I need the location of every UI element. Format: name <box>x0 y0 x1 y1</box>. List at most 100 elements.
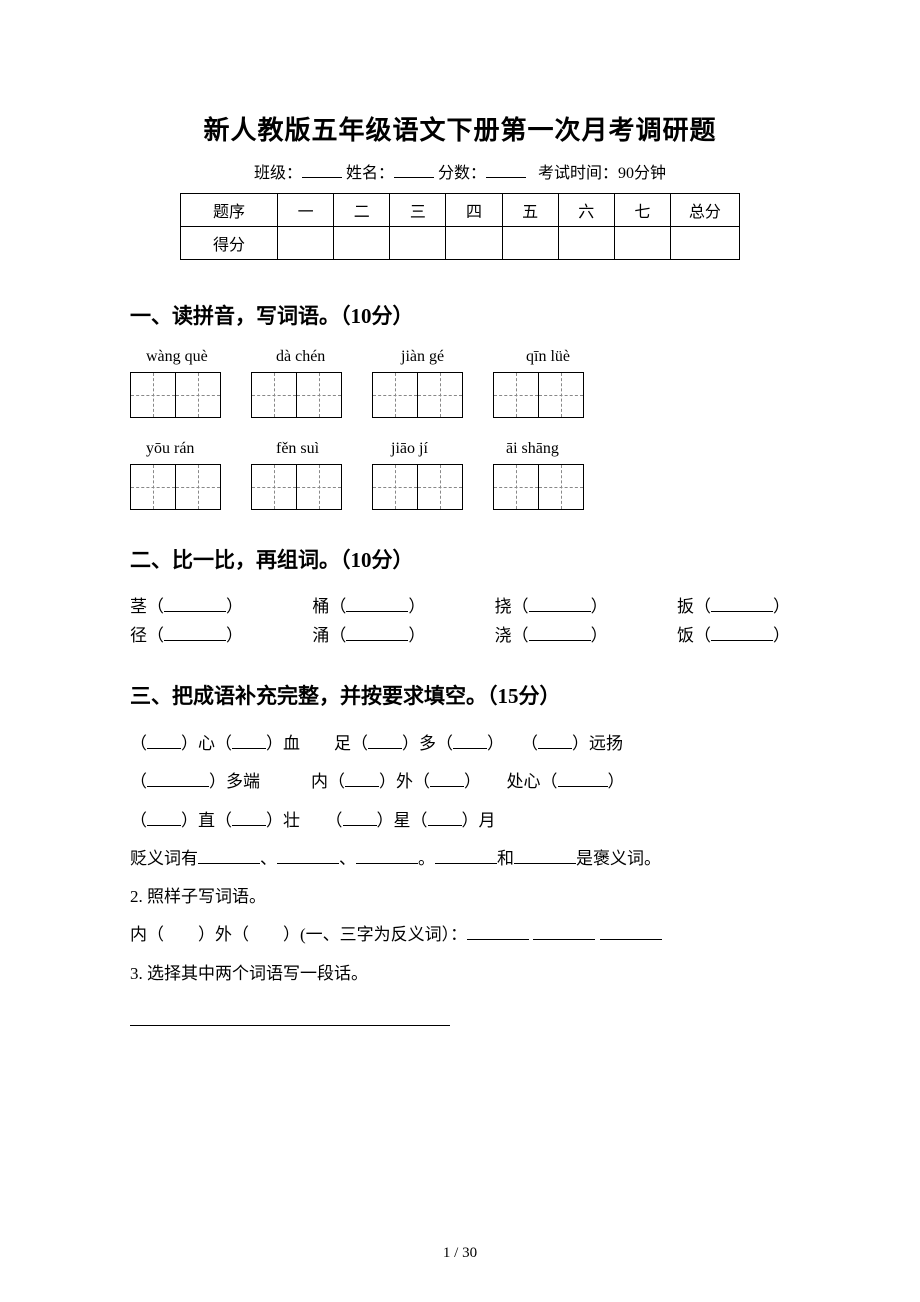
col-3: 三 <box>390 194 446 227</box>
page-number: 1 / 30 <box>0 1245 920 1262</box>
pinyin: jiàn gé <box>401 348 491 366</box>
char-grid[interactable] <box>251 464 342 510</box>
q2-line: 茎（） 桶（） 挠（） 扳（） <box>130 592 790 617</box>
answer-blank[interactable] <box>164 597 226 612</box>
class-blank[interactable] <box>302 162 342 178</box>
pinyin: jiāo jí <box>391 440 471 458</box>
col-7: 七 <box>614 194 670 227</box>
q3-idiom-lines: （）心（）血 足（）多（） （）远扬（）多端 内（）外（） 处心（）（）直（）壮… <box>130 728 790 837</box>
answer-blank[interactable] <box>529 626 591 641</box>
q2-item: 挠（） <box>495 592 608 617</box>
char-grid-row-1 <box>130 372 790 418</box>
meta-line: 班级： 姓名： 分数： 考试时间：90分钟 <box>130 159 790 183</box>
char-grid[interactable] <box>130 464 221 510</box>
answer-blank[interactable] <box>435 849 497 864</box>
answer-blank[interactable] <box>343 810 377 825</box>
char-grid[interactable] <box>493 464 584 510</box>
score-cell[interactable] <box>558 227 614 260</box>
answer-blank[interactable] <box>345 772 379 787</box>
answer-blank[interactable] <box>600 925 662 940</box>
answer-blank[interactable] <box>147 810 181 825</box>
answer-blank[interactable] <box>164 626 226 641</box>
q2-item: 饭（） <box>677 621 790 646</box>
answer-blank[interactable] <box>428 810 462 825</box>
answer-blank[interactable] <box>533 925 595 940</box>
score-row1-label: 题序 <box>181 194 278 227</box>
score-table: 题序 一 二 三 四 五 六 七 总分 得分 <box>180 193 740 260</box>
section-2-heading: 二、比一比，再组词。（10分） <box>130 544 790 574</box>
q2-item: 浇（） <box>495 621 608 646</box>
char-grid[interactable] <box>251 372 342 418</box>
q2-container: 茎（） 桶（） 挠（） 扳（） 径（） 涌（） 浇（） 饭（） <box>130 592 790 646</box>
pinyin: fěn suì <box>276 440 356 458</box>
answer-blank[interactable] <box>467 925 529 940</box>
q3-line: （）心（）血 足（）多（） （）远扬 <box>130 728 790 760</box>
q2-item: 涌（） <box>312 621 425 646</box>
score-cell[interactable] <box>670 227 739 260</box>
section-1-heading: 一、读拼音，写词语。（10分） <box>130 300 790 330</box>
pinyin: āi shāng <box>506 440 596 458</box>
score-table-header-row: 题序 一 二 三 四 五 六 七 总分 <box>181 194 740 227</box>
answer-blank[interactable] <box>558 772 608 787</box>
score-row2-label: 得分 <box>181 227 278 260</box>
pinyin-row-2: yōu rán fěn suì jiāo jí āi shāng <box>130 440 790 458</box>
q2-item: 茎（） <box>130 592 243 617</box>
answer-blank[interactable] <box>453 734 487 749</box>
score-cell[interactable] <box>334 227 390 260</box>
q3-sub2-label: 2. 照样子写词语。 <box>130 881 790 913</box>
answer-blank[interactable] <box>514 849 576 864</box>
col-5: 五 <box>502 194 558 227</box>
char-grid[interactable] <box>372 372 463 418</box>
q3-line: （）多端 内（）外（） 处心（） <box>130 766 790 798</box>
answer-blank[interactable] <box>346 626 408 641</box>
q3-sub3-label: 3. 选择其中两个词语写一段话。 <box>130 958 790 990</box>
answer-blank[interactable] <box>147 772 209 787</box>
pinyin: dà chén <box>276 348 366 366</box>
answer-blank[interactable] <box>430 772 464 787</box>
answer-blank[interactable] <box>232 810 266 825</box>
writing-line[interactable] <box>130 1000 450 1026</box>
q3-extra1: 贬义词有、、。和是褒义词。 <box>130 843 790 875</box>
score-cell[interactable] <box>446 227 502 260</box>
score-cell[interactable] <box>278 227 334 260</box>
col-6: 六 <box>558 194 614 227</box>
q2-item: 扳（） <box>677 592 790 617</box>
answer-blank[interactable] <box>711 626 773 641</box>
section-3-heading: 三、把成语补充完整，并按要求填空。（15分） <box>130 680 790 710</box>
answer-blank[interactable] <box>232 734 266 749</box>
q2-item: 径（） <box>130 621 243 646</box>
pinyin: yōu rán <box>146 440 241 458</box>
score-cell[interactable] <box>614 227 670 260</box>
pinyin-row-1: wàng què dà chén jiàn gé qīn lüè <box>130 348 790 366</box>
answer-blank[interactable] <box>147 734 181 749</box>
col-total: 总分 <box>670 194 739 227</box>
score-blank[interactable] <box>486 162 526 178</box>
doc-title: 新人教版五年级语文下册第一次月考调研题 <box>130 110 790 147</box>
answer-blank[interactable] <box>711 597 773 612</box>
answer-blank[interactable] <box>277 849 339 864</box>
page: 新人教版五年级语文下册第一次月考调研题 班级： 姓名： 分数： 考试时间：90分… <box>0 0 920 1302</box>
score-cell[interactable] <box>502 227 558 260</box>
q3-sub2-line: 内（ ）外（ ）(一、三字为反义词）： <box>130 919 790 951</box>
class-label: 班级： <box>254 165 302 182</box>
answer-blank[interactable] <box>346 597 408 612</box>
q2-item: 桶（） <box>312 592 425 617</box>
answer-blank[interactable] <box>368 734 402 749</box>
col-1: 一 <box>278 194 334 227</box>
char-grid[interactable] <box>493 372 584 418</box>
pinyin: qīn lüè <box>526 348 616 366</box>
score-table-value-row: 得分 <box>181 227 740 260</box>
col-2: 二 <box>334 194 390 227</box>
char-grid[interactable] <box>130 372 221 418</box>
answer-blank[interactable] <box>198 849 260 864</box>
char-grid[interactable] <box>372 464 463 510</box>
char-grid-row-2 <box>130 464 790 510</box>
name-label: 姓名： <box>346 165 394 182</box>
q2-line: 径（） 涌（） 浇（） 饭（） <box>130 621 790 646</box>
score-cell[interactable] <box>390 227 446 260</box>
time-label: 考试时间：90分钟 <box>538 165 666 182</box>
answer-blank[interactable] <box>356 849 418 864</box>
name-blank[interactable] <box>394 162 434 178</box>
answer-blank[interactable] <box>538 734 572 749</box>
answer-blank[interactable] <box>529 597 591 612</box>
